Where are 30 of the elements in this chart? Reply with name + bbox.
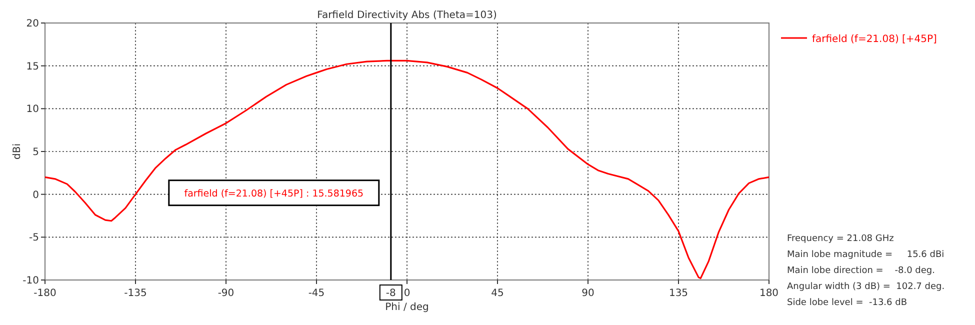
x-tick-label: -45 [308, 288, 325, 299]
text: Angular width (3 dB) = 102.7 deg. [787, 282, 945, 292]
text: Main lobe direction = -8.0 deg. [787, 266, 935, 276]
x-tick-label: -135 [124, 288, 147, 299]
cursor-label-box: -8 [379, 284, 402, 300]
x-tick-label: -180 [34, 288, 56, 299]
ref-line-label: -8 [386, 288, 396, 299]
text: Main lobe magnitude = 15.6 dBi [787, 250, 944, 260]
y-axis-title: dBi [12, 144, 23, 160]
legend-label: farfield (f=21.08) [+45P] [812, 34, 938, 45]
text: Side lobe level = -13.6 dB [787, 298, 908, 308]
x-tick-label: 180 [759, 288, 779, 299]
y-tick-label: 5 [32, 147, 39, 158]
y-tick-label: 15 [26, 61, 39, 72]
x-axis-title: Phi / deg [385, 302, 429, 313]
annotation: farfield (f=21.08) [+45P] : 15.581965 [184, 188, 364, 200]
y-tick-label: 10 [26, 104, 39, 116]
y-tick-label: -5 [29, 232, 39, 244]
chart-title: Farfield Directivity Abs (Theta=103) [317, 10, 497, 21]
callout-box: farfield (f=21.08) [+45P] : 15.581965 [168, 180, 380, 206]
x-tick-label: 90 [582, 288, 594, 299]
text: Frequency = 21.08 GHz [787, 234, 894, 244]
y-tick-label: -10 [22, 276, 39, 286]
x-tick-label: -90 [218, 288, 234, 299]
line-series [44, 60, 770, 280]
y-tick-label: 20 [26, 18, 39, 30]
y-tick-label: 0 [32, 190, 39, 201]
x-tick-label: 45 [491, 288, 504, 299]
x-tick-label: 135 [668, 288, 688, 299]
x-tick-label: 0 [404, 288, 410, 299]
